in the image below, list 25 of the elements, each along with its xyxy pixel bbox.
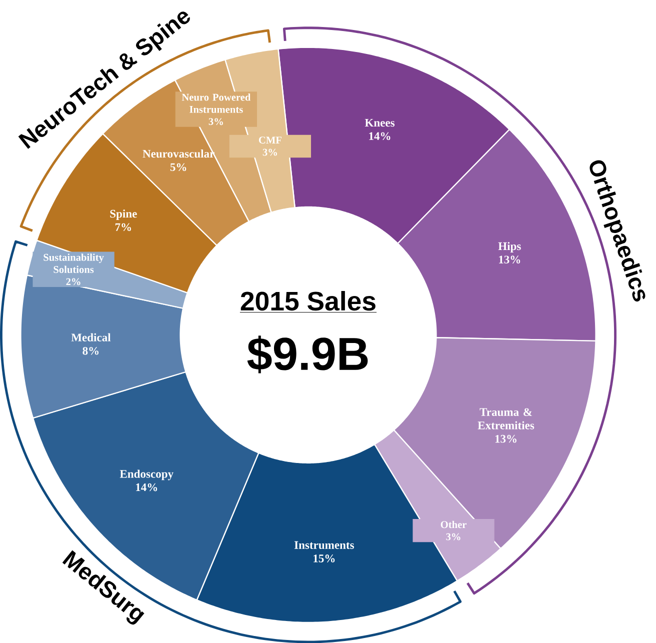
slice-label: Knees bbox=[364, 118, 395, 127]
data-label: 13% bbox=[495, 434, 516, 443]
slice-label: Neuro Powered Instruments bbox=[182, 93, 251, 113]
slice-label: Instruments bbox=[294, 541, 354, 549]
slice-label: Endoscopy bbox=[120, 470, 174, 480]
slice-label: Other bbox=[440, 520, 467, 528]
text: 2015 Sales bbox=[240, 290, 376, 311]
data-label: 13% bbox=[499, 256, 520, 264]
data-label: 3% bbox=[262, 148, 277, 156]
data-label: 7% bbox=[115, 223, 131, 231]
slice-label: Sustainability Solutions bbox=[44, 254, 104, 273]
data-label: 2% bbox=[66, 278, 80, 286]
data-label: 5% bbox=[170, 163, 186, 171]
data-label: 14% bbox=[369, 132, 390, 140]
slice-label: Trauma & Extremities bbox=[478, 408, 534, 430]
slice-label: Medical bbox=[71, 333, 111, 342]
data-label: 15% bbox=[314, 554, 335, 562]
data-label: 3% bbox=[446, 533, 460, 540]
data-label: 8% bbox=[82, 346, 99, 355]
data-label: 3% bbox=[208, 118, 223, 125]
data-label: 14% bbox=[136, 483, 158, 492]
slice-label: Spine bbox=[110, 209, 137, 220]
slice-label: Hips bbox=[498, 242, 521, 252]
text: $9.9B bbox=[247, 335, 368, 374]
slice-label: CMF bbox=[258, 136, 282, 144]
